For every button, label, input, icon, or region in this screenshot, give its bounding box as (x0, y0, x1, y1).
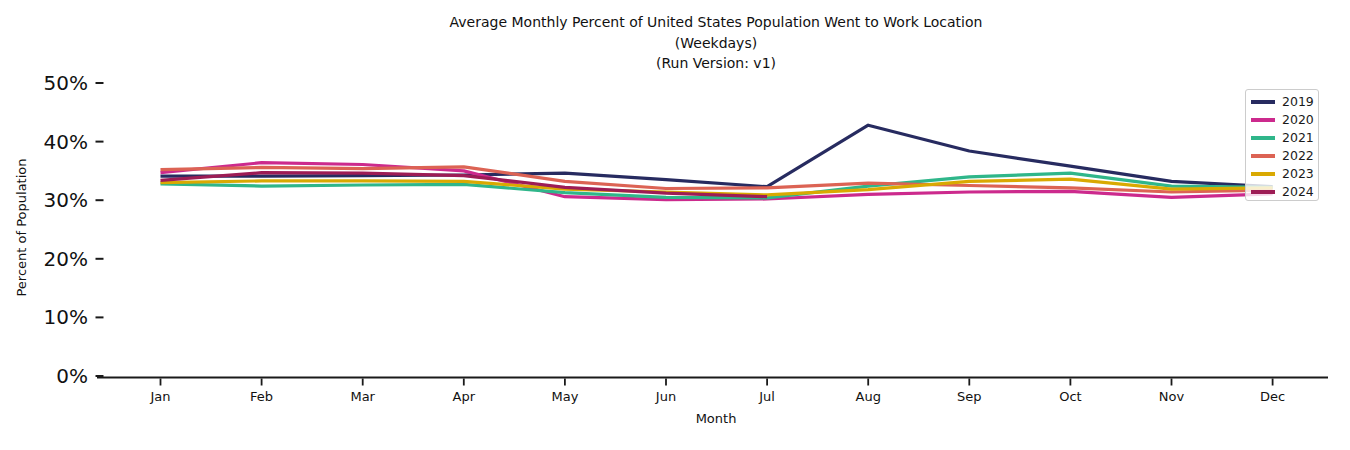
chart: Jan Feb Mar Apr May Jun Jul Aug Sep Oct Nov Dec 0% 10… (0, 0, 1350, 450)
legend-swatch-2019 (1251, 100, 1275, 103)
chart-title-block: Average Monthly Percent of United States… (82, 12, 1350, 74)
legend: 2019 2020 2021 2022 2023 2024 (1245, 89, 1319, 201)
x-axis-label: Month (666, 411, 766, 426)
chart-title: Average Monthly Percent of United States… (82, 12, 1350, 33)
legend-label-2020: 2020 (1282, 114, 1314, 127)
legend-swatch-2024 (1251, 190, 1275, 193)
legend-swatch-2022 (1251, 154, 1275, 157)
x-tick-label-feb: Feb (250, 389, 273, 404)
y-axis-label: Percent of Population (14, 158, 29, 298)
x-tick-label-mar: Mar (350, 389, 375, 404)
x-tick-label-sep: Sep (957, 389, 982, 404)
legend-item-2024: 2024 (1246, 183, 1318, 201)
y-tick-label-20: 20% (44, 247, 88, 271)
x-tick-label-oct: Oct (1059, 389, 1081, 404)
legend-label-2024: 2024 (1282, 186, 1314, 199)
x-tick-label-apr: Apr (453, 389, 476, 404)
y-tick-label-50: 50% (44, 71, 88, 95)
legend-label-2019: 2019 (1282, 96, 1314, 109)
y-tick-label-30: 30% (44, 188, 88, 212)
legend-swatch-2023 (1251, 172, 1275, 175)
x-tick-label-jun: Jun (655, 389, 676, 404)
legend-item-2023: 2023 (1246, 165, 1318, 183)
y-tick-label-10: 10% (44, 305, 88, 329)
x-tick-label-jan: Jan (149, 389, 170, 404)
legend-item-2020: 2020 (1246, 111, 1318, 129)
legend-swatch-2021 (1251, 136, 1275, 139)
legend-item-2019: 2019 (1246, 93, 1318, 111)
legend-swatch-2020 (1251, 118, 1275, 121)
x-tick-label-dec: Dec (1260, 389, 1285, 404)
y-tick-label-40: 40% (44, 130, 88, 154)
x-tick-label-nov: Nov (1159, 389, 1185, 404)
chart-subtitle: (Weekdays) (82, 33, 1350, 54)
chart-run-version: (Run Version: v1) (82, 53, 1350, 74)
legend-item-2021: 2021 (1246, 129, 1318, 147)
legend-label-2021: 2021 (1282, 132, 1314, 145)
legend-label-2023: 2023 (1282, 168, 1314, 181)
x-tick-label-jul: Jul (758, 389, 775, 404)
x-tick-label-aug: Aug (856, 389, 881, 404)
y-tick-label-0: 0% (56, 364, 88, 388)
legend-item-2022: 2022 (1246, 147, 1318, 165)
legend-label-2022: 2022 (1282, 150, 1314, 163)
x-tick-label-may: May (551, 389, 578, 404)
